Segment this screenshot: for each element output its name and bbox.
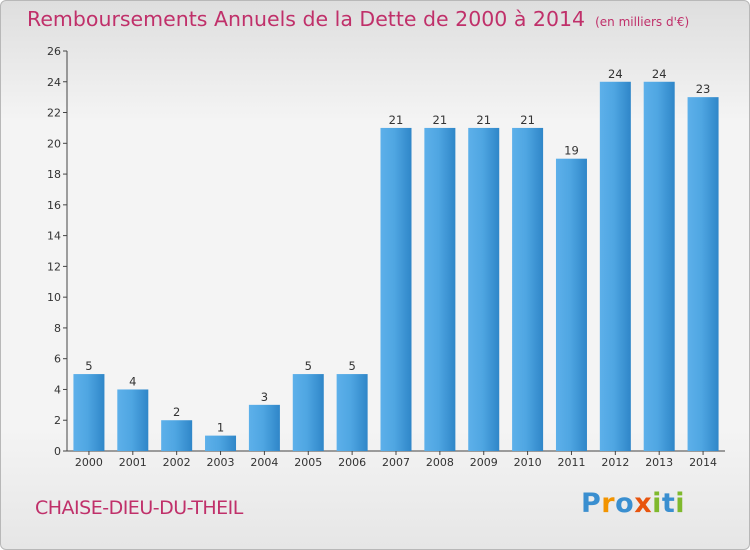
x-tick-label: 2011 <box>557 456 585 469</box>
data-label: 21 <box>433 113 448 127</box>
y-tick-label: 12 <box>47 260 61 273</box>
data-label: 5 <box>85 359 92 373</box>
bar <box>512 127 544 451</box>
logo-letter: i <box>675 488 686 519</box>
proxiti-logo: Proxiti <box>581 488 685 519</box>
bar <box>555 158 587 451</box>
y-tick-label: 18 <box>47 168 61 181</box>
y-tick-label: 10 <box>47 291 61 304</box>
y-tick-label: 22 <box>47 107 61 120</box>
data-label: 21 <box>520 113 535 127</box>
y-tick-label: 8 <box>54 322 61 335</box>
logo-letter: o <box>615 488 635 519</box>
data-label: 5 <box>348 359 355 373</box>
y-tick-label: 20 <box>47 137 61 150</box>
data-label: 5 <box>305 359 312 373</box>
x-tick-label: 2004 <box>250 456 278 469</box>
x-tick-label: 2013 <box>645 456 673 469</box>
data-label: 3 <box>261 390 268 404</box>
x-tick-label: 2008 <box>426 456 454 469</box>
x-tick-label: 2003 <box>207 456 235 469</box>
data-label: 19 <box>564 144 579 158</box>
data-label: 24 <box>652 67 667 81</box>
bar <box>599 81 631 452</box>
bar <box>73 374 105 451</box>
x-tick-label: 2014 <box>689 456 717 469</box>
logo-letter: P <box>581 488 602 519</box>
x-tick-label: 2006 <box>338 456 366 469</box>
bar <box>643 81 675 452</box>
logo-letter: r <box>601 488 616 519</box>
data-label: 24 <box>608 67 623 81</box>
data-label: 21 <box>476 113 491 127</box>
x-tick-label: 2010 <box>514 456 542 469</box>
x-tick-label: 2009 <box>470 456 498 469</box>
bar <box>687 97 719 452</box>
bar <box>336 374 368 451</box>
chart-title: Remboursements Annuels de la Dette de 20… <box>27 7 689 31</box>
x-tick-label: 2001 <box>119 456 147 469</box>
y-tick-label: 2 <box>54 414 61 427</box>
bar <box>161 420 193 451</box>
chart-title-text: Remboursements Annuels de la Dette de 20… <box>27 7 586 31</box>
logo-letter: x <box>634 488 653 519</box>
bar <box>205 435 237 451</box>
data-label: 4 <box>129 374 136 388</box>
bar <box>468 127 500 451</box>
y-tick-label: 24 <box>47 76 61 89</box>
x-tick-label: 2012 <box>601 456 629 469</box>
y-tick-label: 14 <box>47 230 61 243</box>
data-label: 1 <box>217 421 224 435</box>
y-tick-label: 16 <box>47 199 61 212</box>
bar <box>117 389 149 451</box>
x-tick-label: 2000 <box>75 456 103 469</box>
commune-name: CHAISE-DIEU-DU-THEIL <box>35 497 243 519</box>
y-tick-label: 6 <box>54 353 61 366</box>
x-tick-label: 2007 <box>382 456 410 469</box>
logo-letter: t <box>661 488 676 519</box>
logo-letter: i <box>652 488 662 519</box>
bar <box>248 404 280 451</box>
bar <box>292 374 324 451</box>
data-label: 2 <box>173 405 180 419</box>
chart-unit-note: (en milliers d'€) <box>595 15 690 29</box>
bar <box>380 127 412 451</box>
y-tick-label: 26 <box>47 45 61 58</box>
data-label: 21 <box>389 113 404 127</box>
x-tick-label: 2002 <box>163 456 191 469</box>
y-tick-label: 0 <box>54 445 61 458</box>
y-tick-label: 4 <box>54 383 61 396</box>
data-label: 23 <box>696 82 711 96</box>
bar <box>424 127 456 451</box>
x-tick-label: 2005 <box>294 456 322 469</box>
